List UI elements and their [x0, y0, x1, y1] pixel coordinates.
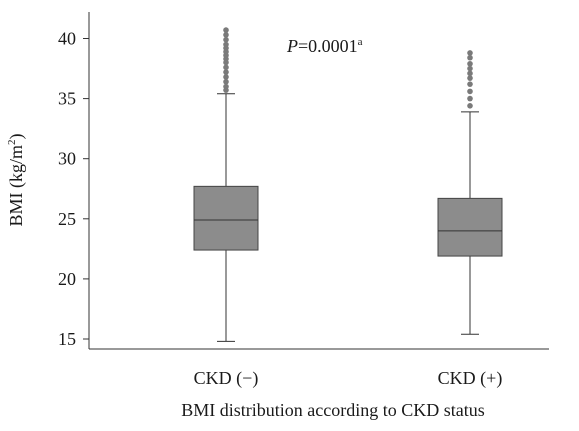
outlier-point: [467, 50, 473, 56]
iqr-box: [193, 185, 259, 251]
p-value-text: =0.0001: [298, 36, 358, 56]
outlier-point: [223, 41, 229, 48]
outlier-point: [223, 78, 229, 85]
y-tick-label: 15: [58, 329, 76, 349]
outlier-point: [223, 64, 229, 71]
p-superscript: a: [358, 36, 363, 48]
x-tick-label: CKD (−): [194, 368, 259, 389]
y-tick-label: 25: [58, 209, 76, 229]
outlier-point: [467, 65, 473, 72]
box-ckd-negative: [193, 27, 259, 342]
x-axis-label: BMI distribution according to CKD status: [181, 400, 484, 420]
outlier-point: [223, 36, 229, 43]
outlier-point: [223, 83, 229, 90]
y-tick-label: 40: [58, 29, 76, 49]
outlier-point: [467, 70, 473, 77]
x-tick-label: CKD (+): [438, 368, 503, 389]
outlier-point: [467, 81, 473, 87]
y-label-sup: 2: [6, 139, 18, 145]
y-axis-label: BMI (kg/m2): [6, 133, 27, 226]
x-tick-labels: CKD (−) CKD (+): [194, 368, 503, 389]
box-ckd-positive: [437, 50, 503, 335]
outlier-point: [223, 32, 229, 38]
outlier-point: [223, 27, 229, 33]
outlier-point: [467, 60, 473, 67]
y-label-main: BMI (kg/m: [6, 145, 27, 227]
p-value-annotation: P=0.0001a: [286, 36, 363, 56]
outlier-point: [467, 95, 473, 102]
y-tick-label: 35: [58, 89, 76, 109]
outlier-point: [467, 75, 473, 81]
outlier-point: [467, 88, 473, 95]
y-ticks: 15 20 25 30 35 40: [58, 29, 89, 349]
outlier-point: [223, 74, 229, 80]
box-group: [193, 27, 503, 342]
outlier-point: [223, 69, 229, 75]
outlier-point: [467, 103, 473, 109]
y-label-end: ): [6, 133, 27, 139]
iqr-box: [437, 197, 503, 257]
p-italic: P: [286, 36, 298, 56]
outlier-point: [467, 54, 473, 61]
y-tick-label: 30: [58, 149, 76, 169]
y-tick-label: 20: [58, 269, 76, 289]
